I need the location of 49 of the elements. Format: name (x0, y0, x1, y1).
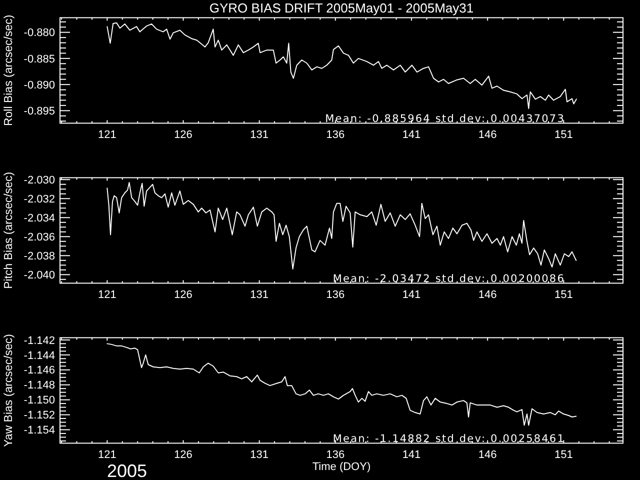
x-tick-label: 126 (174, 129, 192, 142)
x-tick-label: 131 (250, 129, 269, 142)
y-axis-title: Yaw Bias (arcsec/sec) (3, 334, 15, 447)
y-tick-label: -1.146 (24, 364, 55, 377)
x-tick-label: 146 (478, 129, 497, 142)
y-tick-label: -2.034 (24, 212, 55, 224)
x-tick-label: 131 (250, 449, 269, 462)
y-tick-label: -1.152 (24, 410, 55, 422)
x-tick-label: 126 (174, 289, 192, 302)
x-tick-label: 141 (402, 449, 421, 462)
y-tick-label: -1.142 (24, 334, 55, 347)
x-tick-label: 136 (326, 289, 345, 302)
x-tick-label: 136 (326, 129, 345, 142)
x-tick-label: 151 (554, 449, 573, 462)
x-tick-label: 141 (402, 289, 421, 302)
y-tick-label: -2.030 (24, 174, 55, 186)
x-axis-title: Time (DOY) (312, 461, 371, 474)
chart-title: GYRO BIAS DRIFT 2005May01 - 2005May31 (209, 0, 474, 16)
annotation: Mean: -2.03472 std dev: 0.00200086 (332, 273, 565, 285)
x-tick-label: 151 (554, 289, 573, 302)
x-tick-label: 136 (326, 449, 345, 462)
line-series (106, 182, 577, 270)
x-tick-label: 141 (402, 129, 421, 142)
y-tick-label: -2.032 (24, 193, 55, 206)
y-tick-label: -2.040 (24, 269, 55, 282)
x-tick-label: 131 (250, 289, 269, 302)
y-tick-label: -0.890 (24, 79, 55, 92)
y-tick-label: -2.036 (24, 231, 55, 244)
y-axis-title: Pitch Bias (arcsec/sec) (3, 172, 15, 289)
annotation: Mean: -1.14882 std dev: 0.00258461 (332, 433, 565, 445)
y-axis-title: Roll Bias (arcsec/sec) (3, 14, 15, 126)
text: 2005 (106, 461, 148, 480)
y-tick-label: -1.154 (24, 424, 55, 437)
x-tick-label: 121 (98, 289, 116, 302)
annotation: Mean: -0.885964 std dev: 0.00437073 (325, 113, 565, 125)
x-tick-label: 151 (554, 129, 573, 142)
x-tick-label: 146 (478, 289, 497, 302)
y-tick-label: -0.880 (24, 27, 55, 40)
x-tick-label: 121 (98, 129, 116, 142)
y-tick-label: -1.148 (24, 380, 55, 392)
line-series (106, 22, 577, 110)
x-tick-label: 126 (174, 449, 192, 462)
y-tick-label: -1.150 (24, 394, 55, 407)
x-tick-label: 121 (98, 449, 116, 462)
y-tick-label: -0.895 (24, 106, 55, 118)
y-tick-label: -0.885 (24, 53, 55, 66)
y-tick-label: -2.038 (24, 250, 55, 262)
y-tick-label: -1.144 (24, 350, 55, 362)
x-tick-label: 146 (478, 449, 497, 462)
